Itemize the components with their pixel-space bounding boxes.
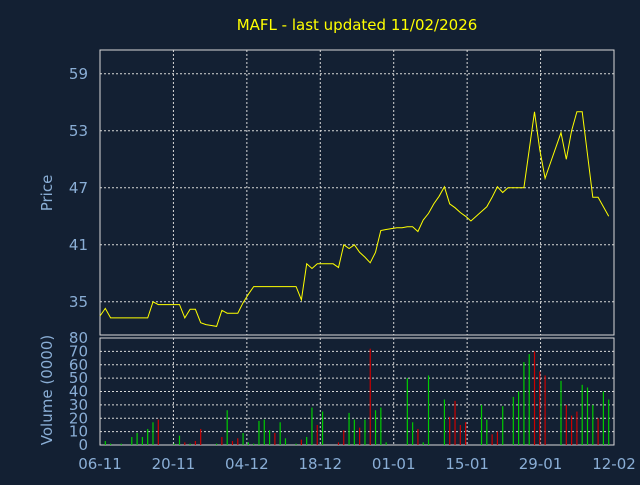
price-axis-label: Price — [38, 175, 56, 212]
price-line — [99, 111, 610, 327]
price-frame — [99, 49, 615, 336]
volume-y-tick-label: 80 — [69, 329, 88, 347]
volume-y-tick-label: 50 — [69, 369, 88, 387]
x-tick-label: 01-01 — [372, 455, 416, 473]
chart-title: MAFL - last updated 11/02/2026 — [237, 16, 478, 34]
volume-y-tick-label: 70 — [69, 342, 88, 360]
x-tick-label: 04-12 — [225, 455, 269, 473]
x-tick-label: 06-11 — [78, 455, 122, 473]
price-y-tick-label: 41 — [69, 236, 88, 254]
volume-y-tick-label: 30 — [69, 396, 88, 414]
price-y-tick-label: 35 — [69, 293, 88, 311]
volume-y-tick-label: 60 — [69, 356, 88, 374]
x-tick-label: 29-01 — [519, 455, 563, 473]
volume-y-tick-label: 10 — [69, 423, 88, 441]
price-y-tick-label: 53 — [69, 122, 88, 140]
volume-y-tick-label: 0 — [78, 436, 88, 454]
price-panel: 35 41 47 53 59 — [69, 49, 615, 336]
volume-y-tick-label: 20 — [69, 409, 88, 427]
x-tick-label: 12-02 — [592, 455, 636, 473]
x-tick-label: 20-11 — [152, 455, 196, 473]
price-y-tick-label: 59 — [69, 65, 88, 83]
volume-axis-label: Volume (0000) — [38, 335, 56, 445]
price-y-tick-label: 47 — [69, 179, 88, 197]
x-tick-label: 18-12 — [298, 455, 342, 473]
volume-y-tick-label: 40 — [69, 383, 88, 401]
x-tick-label: 15-01 — [445, 455, 489, 473]
